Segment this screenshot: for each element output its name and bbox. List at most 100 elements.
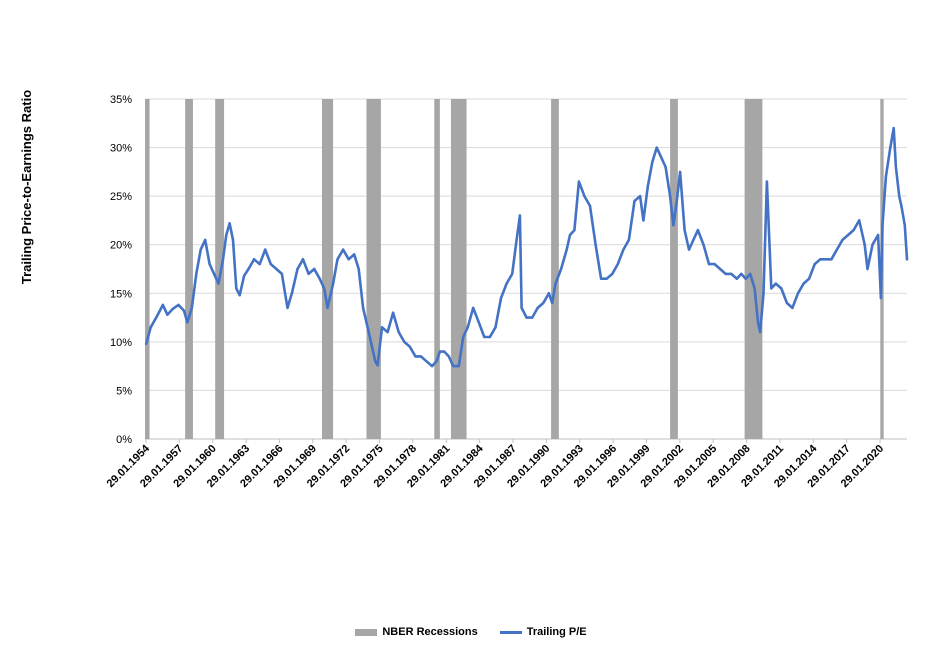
- pe-point: [186, 321, 189, 324]
- legend-label-recessions: NBER Recessions: [382, 626, 478, 638]
- pe-point: [408, 345, 411, 348]
- gridlines: [146, 98, 907, 440]
- pe-point: [594, 243, 597, 246]
- pe-point: [672, 224, 675, 227]
- pe-point: [683, 228, 686, 232]
- pe-point: [357, 267, 360, 271]
- y-axis: 0% 5% 10% 15% 20% 25% 30% 35%: [110, 94, 132, 446]
- pe-point: [660, 156, 663, 159]
- pe-point: [664, 165, 667, 169]
- pe-point: [740, 272, 743, 276]
- pe-point: [903, 224, 906, 227]
- y-tick-label: 10%: [110, 337, 132, 349]
- legend-item-pe: Trailing P/E: [499, 626, 587, 638]
- recession-band: [450, 99, 467, 439]
- pe-point: [824, 258, 827, 261]
- pe-point: [217, 282, 220, 285]
- pe-point: [347, 258, 350, 261]
- pe-point: [483, 335, 486, 339]
- pe-point: [155, 316, 158, 319]
- pe-point: [430, 364, 434, 368]
- pe-point: [718, 267, 722, 271]
- pe-point: [599, 277, 603, 280]
- pe-point: [881, 224, 884, 227]
- pe-point: [331, 282, 335, 285]
- pe-point: [370, 345, 374, 348]
- pe-point: [531, 316, 534, 319]
- pe-point: [258, 262, 261, 266]
- recession-band: [670, 99, 678, 439]
- pe-point: [655, 146, 658, 149]
- pe-point: [376, 364, 379, 367]
- y-axis-label: Trailing Price-to-Earnings Ratio: [19, 90, 34, 284]
- pe-point: [554, 282, 557, 285]
- pe-point: [380, 326, 384, 329]
- pe-point: [466, 326, 469, 329]
- pe-point: [452, 364, 455, 368]
- pe-point: [611, 272, 614, 276]
- y-tick-label: 0%: [116, 434, 132, 446]
- pe-point: [296, 267, 299, 271]
- pe-point: [678, 170, 682, 174]
- pe-point: [505, 282, 508, 285]
- pe-point: [443, 350, 446, 353]
- pe-point: [735, 277, 738, 280]
- pe-point: [884, 175, 888, 178]
- pe-point: [366, 326, 369, 329]
- pe-point: [323, 287, 326, 290]
- pe-point: [307, 272, 310, 276]
- pe-point: [785, 301, 789, 305]
- pe-point: [290, 292, 294, 295]
- pe-point: [238, 294, 241, 297]
- legend-item-recessions: NBER Recessions: [355, 626, 478, 638]
- pe-line: [144, 126, 909, 368]
- pe-point: [212, 272, 216, 276]
- pe-point: [525, 316, 528, 319]
- pe-point: [228, 222, 231, 225]
- legend: NBER Recessions Trailing P/E: [0, 626, 942, 638]
- recession-band: [215, 99, 225, 439]
- pe-point: [326, 306, 329, 310]
- pe-point: [225, 233, 228, 237]
- pe-point: [313, 267, 316, 271]
- pe-point: [846, 233, 850, 237]
- pe-point: [208, 262, 211, 266]
- pe-point: [892, 126, 895, 130]
- pe-point: [651, 160, 654, 164]
- pe-point: [499, 296, 503, 300]
- pe-point: [835, 248, 839, 251]
- pe-point: [166, 313, 169, 316]
- pe-point: [905, 258, 909, 261]
- pe-point: [707, 262, 711, 266]
- pe-point: [724, 272, 727, 276]
- pe-point: [149, 326, 152, 329]
- pe-point: [900, 204, 903, 208]
- pe-point: [819, 258, 822, 261]
- y-tick-label: 20%: [110, 240, 132, 252]
- pe-point: [518, 214, 522, 217]
- pe-point: [852, 228, 855, 232]
- pe-point: [756, 321, 760, 324]
- pe-point: [753, 287, 756, 290]
- pe-point: [275, 267, 278, 271]
- pe-point: [765, 180, 769, 183]
- pe-point: [573, 228, 576, 232]
- pe-point: [341, 248, 345, 251]
- pe-point: [542, 301, 545, 305]
- pe-point: [301, 258, 305, 261]
- pe-point: [807, 277, 811, 280]
- pe-point: [515, 238, 518, 242]
- pe-point: [813, 262, 816, 266]
- pe-point: [414, 355, 417, 358]
- pe-point: [462, 335, 465, 339]
- pe-point: [894, 165, 898, 169]
- pe-point: [280, 272, 284, 276]
- pe-point: [759, 330, 762, 334]
- pe-point: [583, 194, 586, 198]
- pe-point: [744, 277, 747, 280]
- pe-point: [702, 243, 705, 246]
- pe-point: [161, 303, 165, 307]
- pe-point: [774, 282, 777, 285]
- recession-band: [366, 99, 381, 439]
- pe-point: [269, 262, 272, 266]
